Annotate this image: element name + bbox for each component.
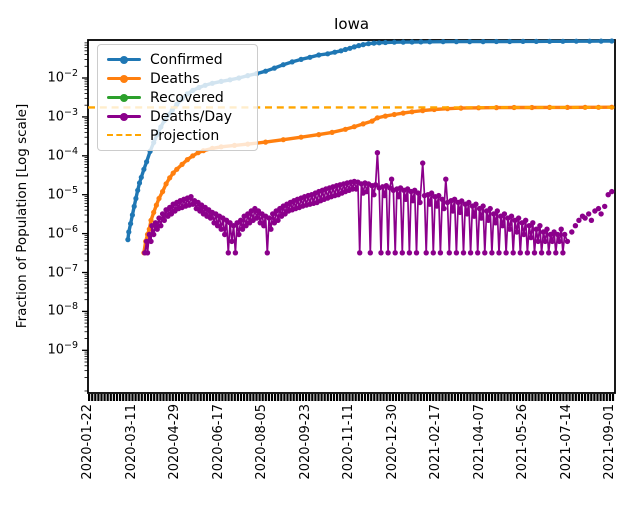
legend-label-deaths: Deaths <box>150 70 200 87</box>
x-tick-label: 2020-03-11 <box>123 404 139 480</box>
x-tick-label: 2021-02-17 <box>428 404 443 480</box>
x-tick-label: 2021-07-14 <box>558 404 574 480</box>
y-tick-label: 10−5 <box>47 184 78 203</box>
x-tick-label: 2020-12-30 <box>384 404 400 480</box>
legend-item-projection: Projection <box>107 127 249 144</box>
recovered-line-swatch <box>107 91 141 105</box>
y-tick-label: 10−7 <box>47 262 78 280</box>
y-tick-label: 10−8 <box>47 301 78 319</box>
chart-title: Iowa <box>333 15 370 33</box>
x-tick-label: 2020-08-05 <box>254 404 269 480</box>
x-tick-label: 2020-06-17 <box>210 404 226 480</box>
y-tick-label: 10−6 <box>47 223 78 241</box>
legend-label-recovered: Recovered <box>150 89 224 106</box>
x-tick-label: 2021-04-07 <box>471 404 487 480</box>
x-tick-label: 2020-09-23 <box>297 404 313 480</box>
y-tick-label: 10−2 <box>47 68 78 86</box>
x-tick-label: 2020-04-29 <box>167 404 182 480</box>
x-tick-label: 2021-09-01 <box>602 404 617 480</box>
legend-item-deaths-day: Deaths/Day <box>107 108 249 125</box>
legend-label-confirmed: Confirmed <box>150 51 223 68</box>
confirmed-line-swatch <box>107 53 141 67</box>
deaths-day-markers <box>142 150 571 256</box>
axes-frame <box>87 39 616 394</box>
legend-item-deaths: Deaths <box>107 70 249 87</box>
deaths-day-line <box>143 151 569 254</box>
projection-dashed-swatch <box>107 129 141 143</box>
deaths-day-line-swatch <box>107 110 141 124</box>
deaths-day-trailing-dots <box>569 188 615 235</box>
y-tick-label: 10−4 <box>47 145 78 164</box>
deaths-markers <box>141 104 615 256</box>
y-axis-label: Fraction of Population [Log scale] <box>14 103 30 329</box>
legend-label-projection: Projection <box>150 127 220 144</box>
y-tick-label: 10−9 <box>47 340 78 358</box>
x-tick-label: 2021-05-26 <box>515 404 530 480</box>
deaths-line-swatch <box>107 72 141 86</box>
y-tick-label: 10−3 <box>47 106 78 125</box>
x-tick-label: 2020-01-22 <box>80 404 95 480</box>
legend: Confirmed Deaths Recovered Deaths/Day Pr… <box>97 44 258 151</box>
x-tick-label: 2020-11-11 <box>341 404 356 480</box>
legend-item-recovered: Recovered <box>107 89 249 106</box>
legend-item-confirmed: Confirmed <box>107 51 249 68</box>
legend-label-deaths-day: Deaths/Day <box>150 108 232 125</box>
